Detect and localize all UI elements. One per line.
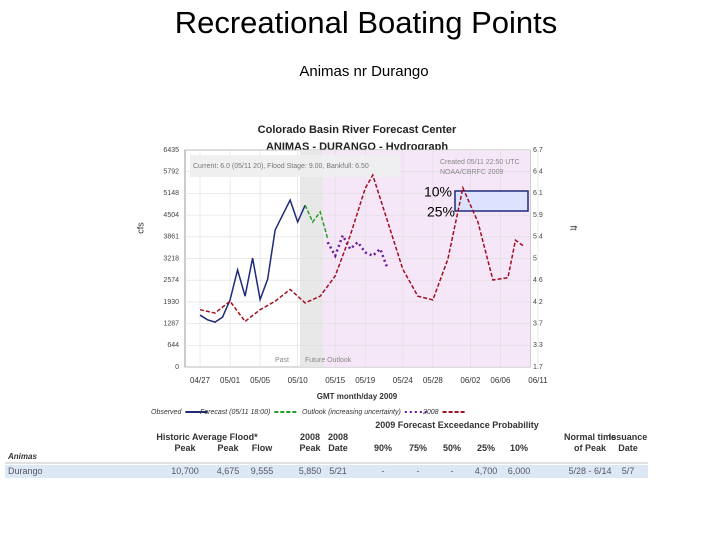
highlight-box bbox=[454, 190, 529, 212]
x-tick-label: 05/24 bbox=[393, 376, 414, 385]
table-cell: Peak bbox=[299, 443, 321, 453]
table-cell: Date bbox=[618, 443, 638, 453]
annotation: Current: 6.0 (05/11 20), Flood Stage: 9.… bbox=[193, 163, 369, 170]
y-tick-label: 1287 bbox=[163, 320, 179, 327]
table-cell: - bbox=[416, 466, 420, 476]
slide-subtitle: Animas nr Durango bbox=[299, 63, 428, 80]
table-cell: Issuance bbox=[608, 432, 648, 442]
table-cell: 6,000 bbox=[507, 466, 531, 476]
y-tick-label: 5792 bbox=[163, 169, 179, 176]
y-tick-label: 644 bbox=[167, 342, 179, 349]
y-tick-label: 3218 bbox=[163, 255, 179, 262]
x-tick-label: 04/27 bbox=[190, 376, 211, 385]
table-cell: 75% bbox=[408, 443, 428, 453]
table-cell: - bbox=[450, 466, 454, 476]
table-cell: Animas bbox=[8, 452, 37, 461]
table-cell: 2009 Forecast Exceedance Probability bbox=[375, 420, 539, 430]
table-cell: Historic Average Flood* bbox=[156, 432, 258, 442]
y2-tick-label: 1.7 bbox=[533, 364, 543, 371]
legend-label: Forecast (05/11 18:00) bbox=[200, 409, 270, 416]
table-cell: 4,675 bbox=[216, 466, 240, 476]
table-cell: Peak bbox=[174, 443, 196, 453]
y2-axis-label: ft bbox=[569, 225, 579, 231]
y-tick-label: 2574 bbox=[163, 277, 179, 284]
table-cell: 5/7 bbox=[621, 466, 635, 476]
table-cell: 50% bbox=[442, 443, 462, 453]
table-cell: 5/28 - 6/14 bbox=[568, 466, 612, 476]
series-line bbox=[199, 198, 306, 323]
x-tick-label: 05/10 bbox=[288, 376, 309, 385]
table-cell: - bbox=[381, 466, 385, 476]
y-tick-label: 3861 bbox=[163, 234, 179, 241]
annotation: Future Outlook bbox=[305, 357, 352, 364]
series-line bbox=[304, 204, 329, 240]
x-tick-label: 05/01 bbox=[220, 376, 241, 385]
annotation: Past bbox=[275, 357, 289, 364]
x-tick-label: 05/05 bbox=[250, 376, 271, 385]
table-cell: 25% bbox=[476, 443, 496, 453]
table-cell: of Peak bbox=[573, 443, 607, 453]
annotation: Created 05/11 22:50 UTC bbox=[440, 159, 520, 166]
table-cell: 10,700 bbox=[171, 466, 199, 476]
y-tick-label: 0 bbox=[175, 364, 179, 371]
annotation: NOAA/CBRFC 2009 bbox=[440, 169, 504, 176]
x-tick-label: 06/11 bbox=[528, 376, 548, 385]
series-line bbox=[199, 173, 524, 323]
annotation: 25% bbox=[427, 204, 455, 220]
legend-label: Observed bbox=[151, 409, 182, 416]
y-tick-label: 5148 bbox=[163, 190, 179, 197]
x-tick-label: 06/06 bbox=[490, 376, 511, 385]
y2-tick-label: 5 bbox=[533, 255, 537, 262]
y-tick-label: 1930 bbox=[163, 299, 179, 306]
table-cell: 10% bbox=[509, 443, 529, 453]
y-axis-label: cfs bbox=[135, 222, 145, 234]
table-cell: Date bbox=[328, 443, 348, 453]
chart-title: Colorado Basin River Forecast Center bbox=[258, 124, 457, 136]
table-cell: 9,555 bbox=[250, 466, 274, 476]
table-cell: 2008 bbox=[327, 432, 349, 442]
x-tick-label: 05/19 bbox=[355, 376, 376, 385]
info-box bbox=[190, 155, 400, 177]
y-tick-label: 6435 bbox=[163, 147, 179, 154]
table-cell: Flow bbox=[251, 443, 273, 453]
legend-label: Outlook (increasing uncertainty) bbox=[302, 409, 401, 416]
table-cell: 5/21 bbox=[329, 466, 347, 476]
slide-title: Recreational Boating Points bbox=[175, 5, 558, 40]
x-tick-label: 06/02 bbox=[460, 376, 481, 385]
table-cell: Normal time bbox=[563, 432, 617, 442]
legend-label: 2008 bbox=[422, 409, 439, 416]
series-line bbox=[326, 232, 389, 270]
x-tick-label: 05/28 bbox=[423, 376, 444, 385]
table-cell: 5,850 bbox=[298, 466, 322, 476]
table-cell: Peak bbox=[217, 443, 239, 453]
table-cell: 90% bbox=[373, 443, 393, 453]
table-cell: Durango bbox=[8, 466, 43, 476]
x-axis-label: GMT month/day 2009 bbox=[317, 392, 398, 401]
x-tick-label: 05/15 bbox=[325, 376, 346, 385]
y-tick-label: 4504 bbox=[163, 212, 179, 219]
annotation: 10% bbox=[424, 184, 452, 200]
row-bg bbox=[5, 465, 648, 478]
table-cell: 4,700 bbox=[474, 466, 498, 476]
table-cell: 2008 bbox=[299, 432, 321, 442]
